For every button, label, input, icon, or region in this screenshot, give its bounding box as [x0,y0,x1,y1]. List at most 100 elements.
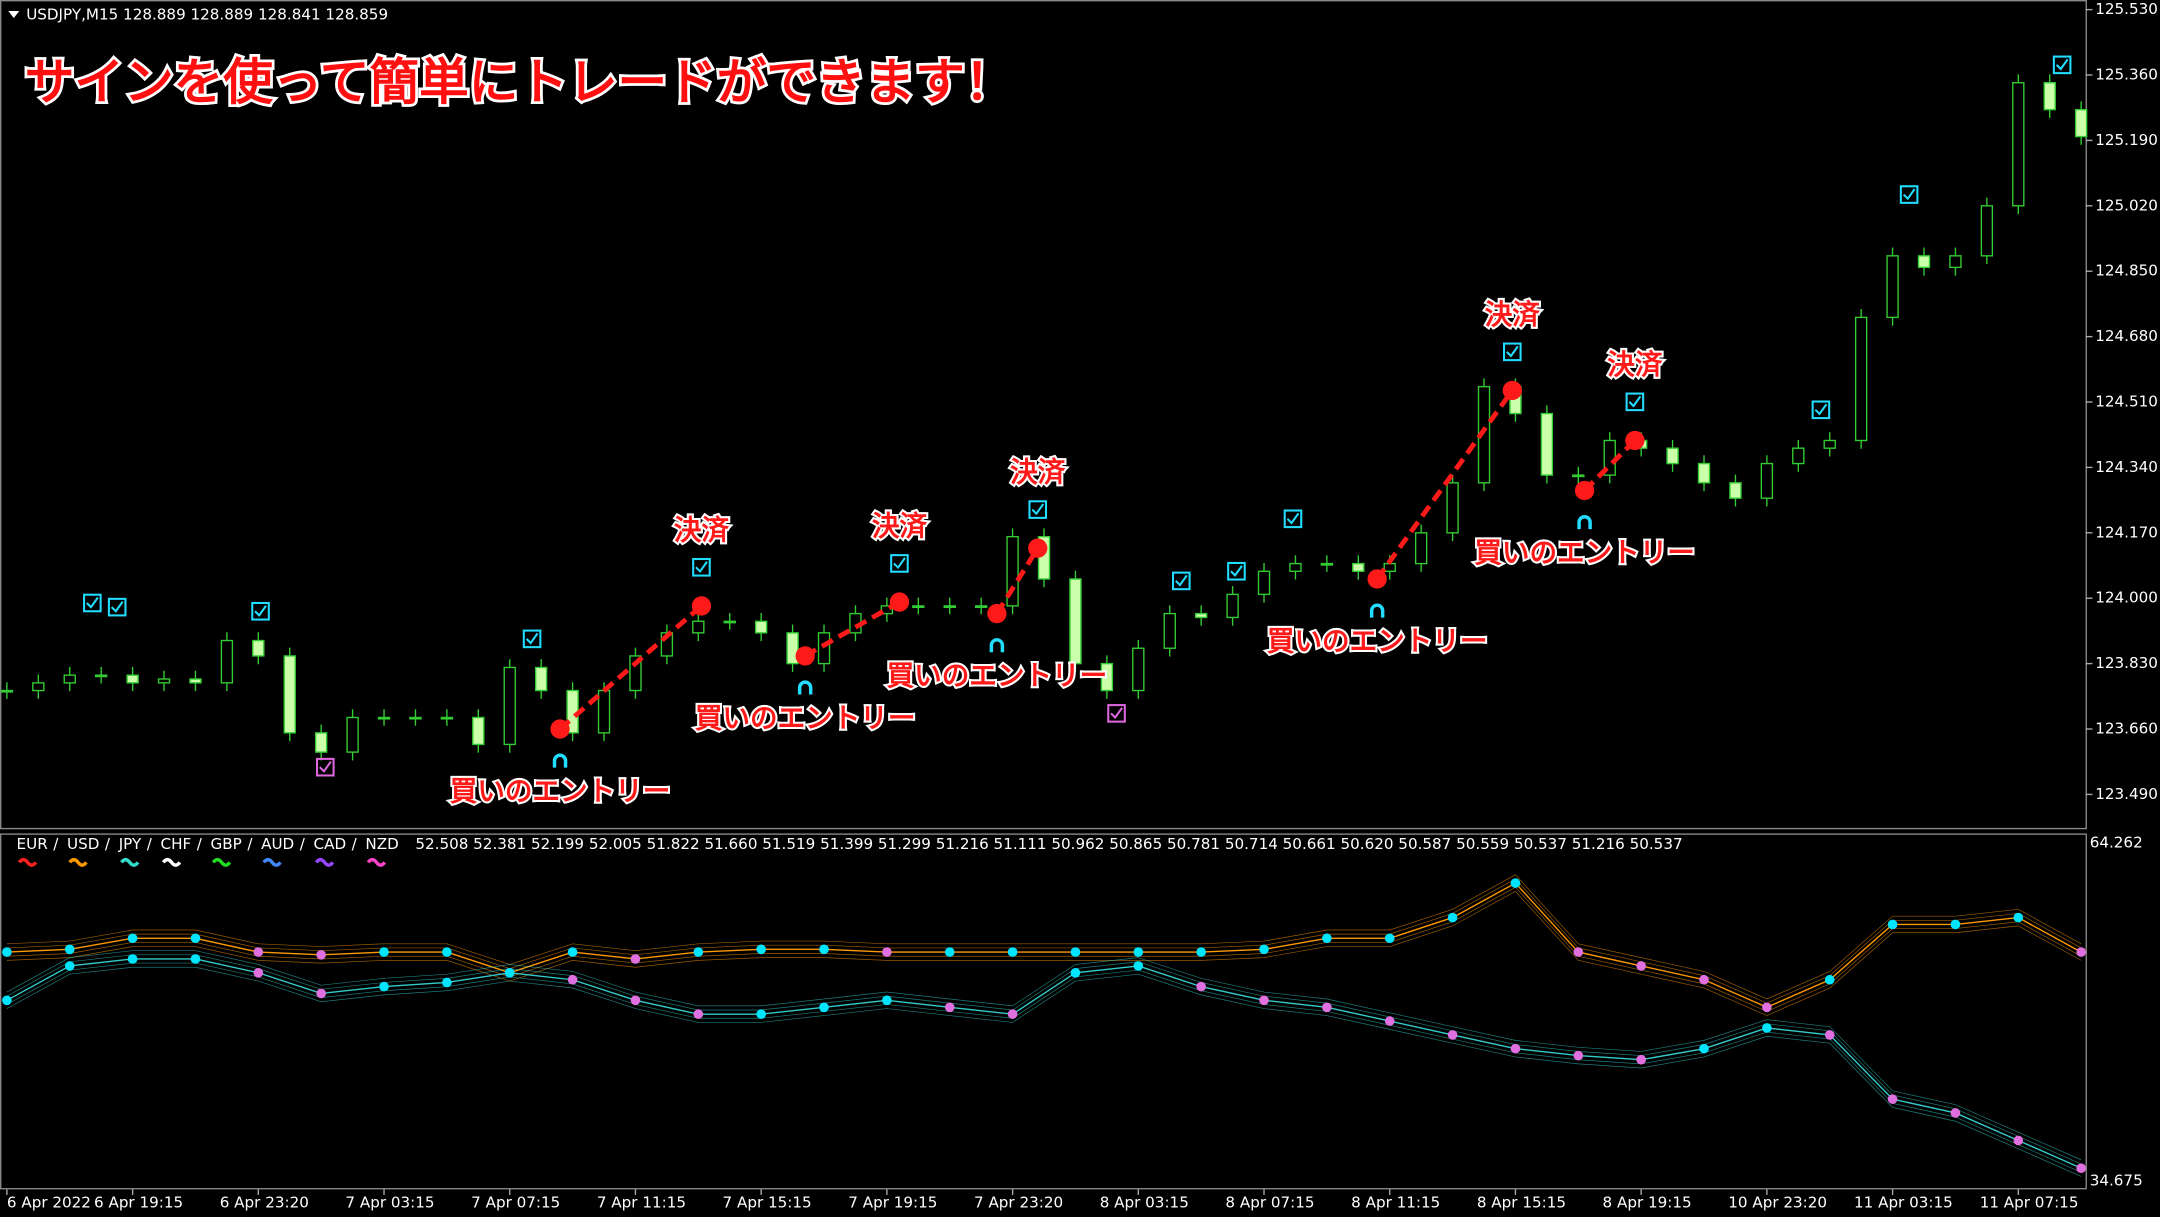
signal-check [1902,188,1916,201]
candle [126,674,139,684]
series-dot [1447,1030,1458,1040]
candle [1006,535,1019,607]
signal-box [251,601,270,621]
signal-box [1283,509,1303,529]
entry-arrow [989,638,1005,653]
series-dot [2013,1135,2024,1146]
signal-box [1227,561,1246,581]
candle [534,666,548,692]
legend-swatch [68,857,88,867]
series-dot [190,954,201,964]
entry-label: 買いのエントリー [450,774,671,807]
series-line [6,882,2082,1009]
legend-label: CHF [161,835,192,853]
x-tick-label: 10 Apr 23:20 [1728,1194,1827,1212]
signal-box [1625,392,1645,412]
series-dot [819,1002,829,1013]
series-dot [64,961,75,971]
signal-box [1899,185,1919,204]
signal-box [1502,342,1522,362]
candle [283,655,296,734]
series-dot [1196,947,1206,957]
signal-check [86,596,99,609]
candle [723,620,736,624]
series-ribbon [6,874,2082,1000]
legend-label: AUD [261,835,294,853]
signal-check [1110,707,1123,720]
legend-label: NZD [365,835,398,853]
series-dot [1322,1002,1332,1013]
candle [377,716,391,720]
series-ribbon [6,878,2082,1004]
signal-box [1172,571,1191,591]
trade-line [1582,438,1637,493]
legend-swatch [366,857,387,867]
series-ribbon [6,950,2082,1161]
candle [1823,439,1836,449]
series-dot [1636,961,1646,971]
signal-check [2055,58,2069,71]
candle [1980,205,1994,257]
series-dot [1636,1054,1646,1065]
candle [472,716,485,746]
candle [1132,647,1145,692]
series-dot [944,1002,955,1013]
candle [63,674,76,684]
legend-swatch [211,857,232,867]
signal-check [1286,512,1300,525]
series-ribbon [6,962,2082,1173]
main-pane [0,0,2087,830]
series-dot [1133,947,1144,957]
series-dot [882,947,892,957]
candle [597,689,611,734]
y-tick-label: 123.490 [2095,785,2158,803]
x-tick-label: 11 Apr 07:15 [1980,1194,2079,1212]
candle [189,678,202,684]
series-dot [1887,919,1898,930]
candle [346,716,359,753]
exit-label: 決済 [674,513,730,546]
series-dot [1887,1094,1898,1104]
legend-separator: / [247,835,253,853]
signal-check [525,632,539,645]
legend-separator: / [147,835,153,853]
signal-box [1028,500,1048,519]
series-dot [1070,947,1081,957]
candle [912,605,925,608]
signal-box [1811,400,1831,420]
candle [1352,562,1365,572]
x-tick-label: 7 Apr 23:20 [974,1194,1063,1212]
series-dot [127,954,138,964]
candle [252,639,265,657]
candle [1572,474,1585,478]
x-tick-label: 6 Apr 2022 [7,1194,91,1212]
exit-label: 決済 [1485,298,1541,331]
series-dot [567,947,578,957]
signal-box [890,554,909,573]
series-dot [2,995,12,1006]
menu-arrow [8,11,20,18]
signal-box [316,757,335,777]
x-tick-label: 11 Apr 03:15 [1854,1194,1953,1212]
x-tick-label: 8 Apr 11:15 [1351,1194,1440,1212]
entry-label: 買いのエントリー [1267,624,1488,657]
legend-separator: / [105,835,111,853]
series-dot [693,1009,704,1019]
series-dot [1762,1002,1772,1013]
legend-separator: / [197,835,203,853]
entry-dot [1367,569,1387,589]
candle [157,678,171,684]
series-dot [1447,912,1458,923]
candle [1886,255,1899,319]
series-dot [316,988,326,999]
y-tick-label: 125.190 [2095,131,2158,149]
candle [974,605,988,608]
signal-check [1031,503,1045,516]
series-dot [693,947,704,957]
series-dot [1322,933,1332,944]
candle [0,689,14,693]
legend-label: CAD [314,835,347,853]
series-dot [442,947,452,957]
